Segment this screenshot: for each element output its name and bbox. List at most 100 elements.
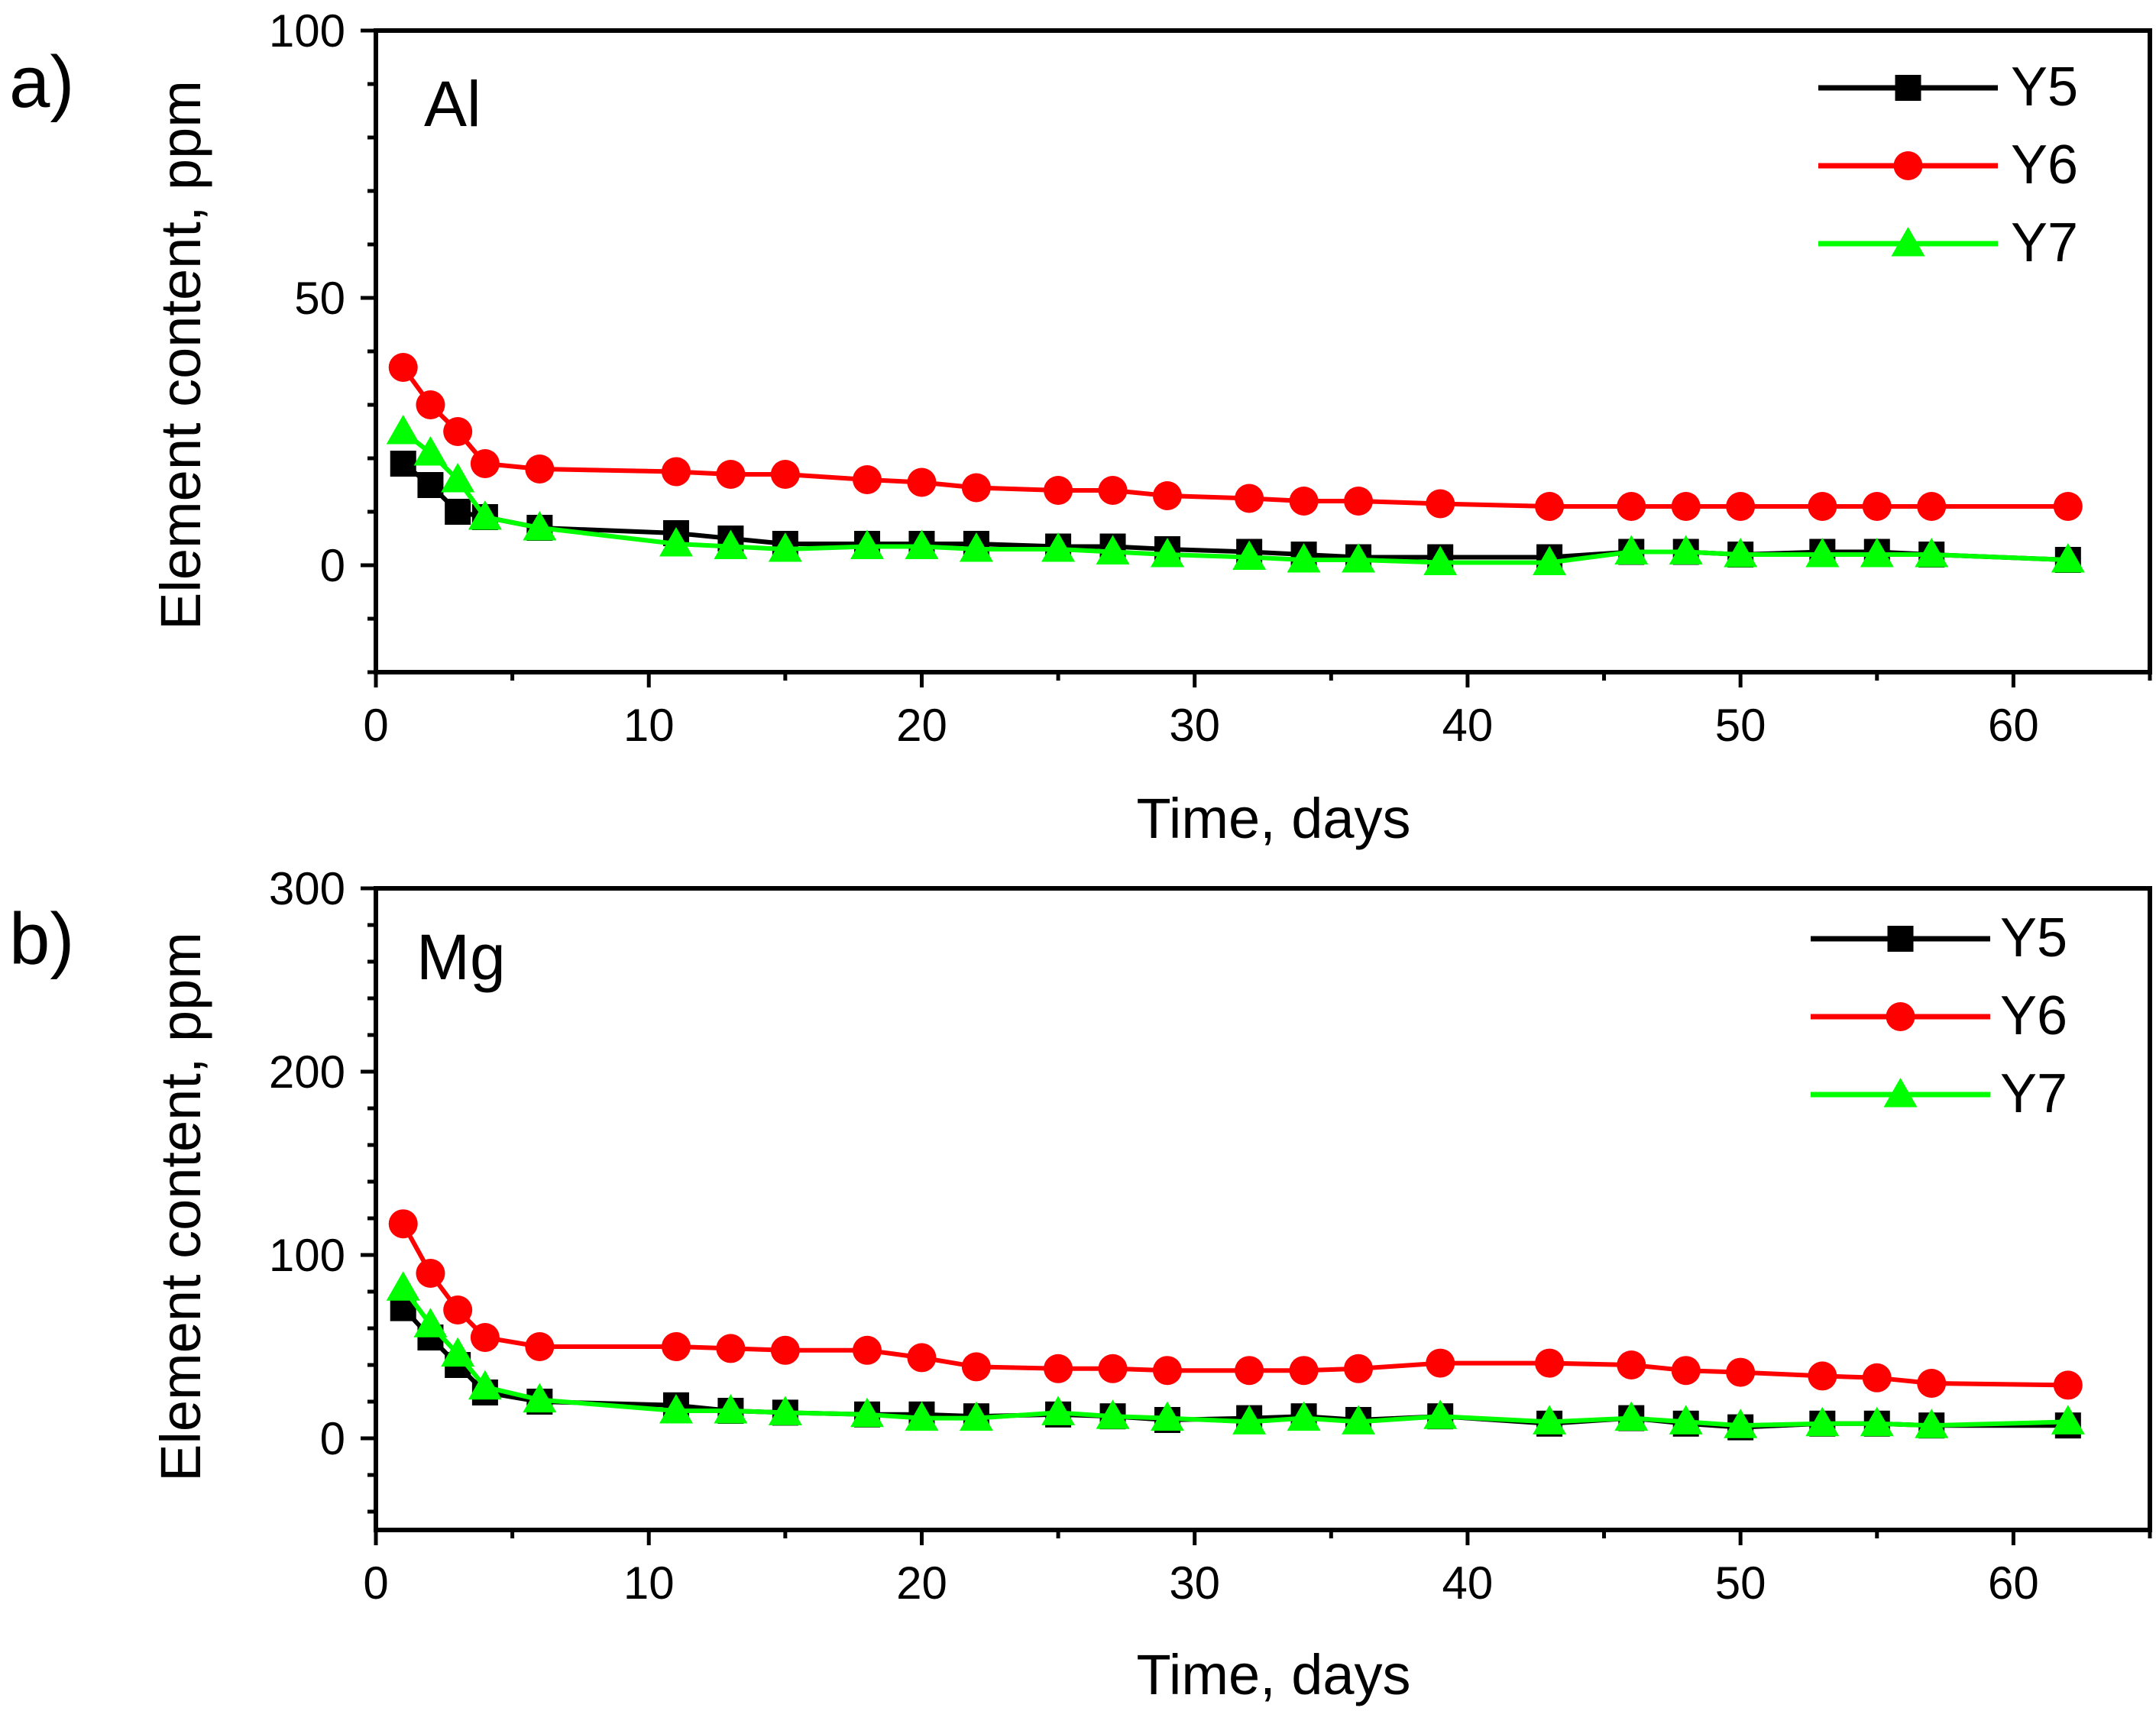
panel-a-point-y7 xyxy=(1342,543,1376,573)
panel-b-point-y7 xyxy=(1724,1409,1758,1438)
panel-b-legend-marker-y6 xyxy=(1886,1002,1915,1031)
panel-a-point-y7 xyxy=(1150,538,1184,568)
panel-b-point-y6 xyxy=(1152,1356,1182,1386)
panel-a-point-y7 xyxy=(659,527,693,557)
panel-a-point-y7 xyxy=(1096,535,1130,564)
panel-b-point-y7 xyxy=(386,1271,420,1301)
panel-b-point-y7 xyxy=(1232,1405,1267,1434)
panel-a-plot: 0 10 20 30 40 50 60 0 50 100 xyxy=(269,5,2152,751)
panel-b-point-y7 xyxy=(523,1383,557,1413)
panel-b-point-y6 xyxy=(1862,1363,1892,1392)
panel-b-point-y7 xyxy=(1860,1406,1894,1437)
panel-b-point-y7 xyxy=(1915,1409,1949,1438)
panel-a-point-y7 xyxy=(1915,538,1949,568)
panel-b-point-y6 xyxy=(1617,1350,1646,1379)
panel-b-point-y7 xyxy=(1150,1401,1184,1431)
panel-b-point-y6 xyxy=(525,1332,555,1361)
panel-a-point-y6 xyxy=(1098,476,1128,505)
panel-b-point-y6 xyxy=(1098,1354,1128,1383)
panel-a-point-y6 xyxy=(907,467,937,497)
panel-b-y-tick-label: 100 xyxy=(269,1230,345,1281)
panel-b-point-y7 xyxy=(1533,1405,1567,1434)
panel-a-point-y6 xyxy=(770,460,800,489)
panel-a-legend-label-y5: Y5 xyxy=(2011,57,2078,118)
panel-a-legend-label-y7: Y7 xyxy=(2011,212,2078,273)
panel-b-point-y6 xyxy=(961,1352,991,1382)
panel-a-plot-frame xyxy=(374,28,2152,674)
panel-a-point-y6 xyxy=(716,460,746,489)
panel-b-point-y7 xyxy=(2051,1405,2085,1434)
panel-b-point-y6 xyxy=(1726,1357,1756,1387)
panel-a-point-y7 xyxy=(850,529,885,559)
panel-b-y-tick-label: 300 xyxy=(269,863,345,914)
panel-b-x-tick-label: 60 xyxy=(1988,1557,2039,1609)
panel-a-point-y7 xyxy=(413,436,448,466)
panel-b-x-tick-label: 40 xyxy=(1442,1557,1494,1609)
panel-b-plot: 0 10 20 30 40 50 60 0 100 200 300 xyxy=(269,863,2152,1609)
panel-b-x-tick-label: 0 xyxy=(363,1557,388,1609)
panel-b-point-y6 xyxy=(1917,1369,1947,1398)
panel-b-legend-marker-y5 xyxy=(1887,926,1914,952)
panel-a-y-axis-title: Element content, ppm xyxy=(149,80,212,630)
panel-b-point-y7 xyxy=(1614,1401,1649,1431)
panel-a-point-y6 xyxy=(2053,492,2083,521)
panel-b-point-y7 xyxy=(714,1394,748,1424)
panel-a-point-y6 xyxy=(1808,492,1837,521)
panel-a-legend-marker-y5 xyxy=(1895,75,1921,101)
panel-a: a) Element content, ppm Time, days Al 0 1… xyxy=(9,5,2152,850)
panel-b-series-line-y6 xyxy=(401,1222,2068,1388)
panel-a-point-y6 xyxy=(1044,476,1073,505)
panel-a-x-tick-label: 0 xyxy=(363,700,388,751)
panel-b-point-y7 xyxy=(659,1394,693,1424)
panel-b-point-y6 xyxy=(1535,1348,1565,1378)
panel-b-point-y7 xyxy=(1096,1399,1130,1429)
panel-a-point-y6 xyxy=(1917,492,1947,521)
panel-a-point-y6 xyxy=(1726,492,1756,521)
panel-b-x-axis-title: Time, days xyxy=(1136,1643,1410,1706)
panel-b-point-y6 xyxy=(388,1209,418,1239)
panel-a-y-tick-label: 50 xyxy=(294,273,345,324)
panel-a-point-y6 xyxy=(1426,489,1455,519)
panel-b-plot-frame xyxy=(374,886,2152,1532)
panel-a-legend: Y5 Y6 Y7 xyxy=(2011,57,2078,273)
panel-b-point-y7 xyxy=(1423,1399,1458,1429)
panel-a-point-y7 xyxy=(768,532,802,562)
panel-b-point-y6 xyxy=(1344,1354,1374,1383)
panel-a-legend-marker-y6 xyxy=(1893,151,1923,180)
panel-b-point-y6 xyxy=(1426,1348,1455,1378)
panel-a-x-tick-label: 30 xyxy=(1169,700,1220,751)
panel-a-point-y7 xyxy=(468,500,502,530)
panel-a-label: a) xyxy=(9,41,74,123)
panel-b-point-y6 xyxy=(1808,1361,1837,1391)
panel-a-point-y6 xyxy=(1235,484,1264,513)
panel-a-legend-marker-y7 xyxy=(1891,227,1925,257)
panel-a-point-y7 xyxy=(1724,538,1758,568)
panel-a-y-tick-label: 100 xyxy=(269,5,345,57)
panel-a-point-y6 xyxy=(1535,492,1565,521)
panel-a-point-y7 xyxy=(1041,532,1076,562)
panel-b-point-y6 xyxy=(1044,1354,1073,1383)
panel-a-point-y7 xyxy=(441,463,475,493)
panel-b-point-y7 xyxy=(905,1401,939,1431)
panel-a-series-line-y6 xyxy=(401,366,2068,509)
panel-b-x-tick-label: 20 xyxy=(896,1557,947,1609)
panel-a-point-y5 xyxy=(445,499,471,525)
panel-a-legend-label-y6: Y6 xyxy=(2011,134,2078,196)
panel-b-point-y7 xyxy=(1287,1401,1321,1431)
panel-a-point-y6 xyxy=(525,454,555,484)
panel-b-point-y7 xyxy=(1041,1396,1076,1425)
panel-a-point-y7 xyxy=(905,529,939,559)
panel-b-y-tick-label: 200 xyxy=(269,1046,345,1098)
panel-b-point-y7 xyxy=(468,1370,502,1400)
panel-a-point-y6 xyxy=(1344,487,1374,516)
panel-a-point-y7 xyxy=(386,415,420,445)
panel-a-point-y6 xyxy=(416,390,445,419)
panel-b-point-y6 xyxy=(661,1332,691,1361)
panel-a-point-y7 xyxy=(1614,535,1649,564)
panel-a-element-label: Al xyxy=(424,68,481,140)
panel-b-x-tick-label: 10 xyxy=(623,1557,675,1609)
panel-b-label: b) xyxy=(9,898,74,980)
panel-b-point-y6 xyxy=(1289,1356,1319,1386)
panel-b-point-y7 xyxy=(1342,1405,1376,1434)
